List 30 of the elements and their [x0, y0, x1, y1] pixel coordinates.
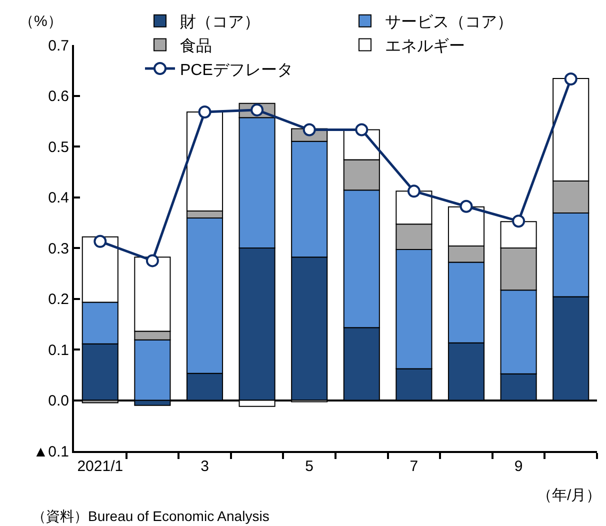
point: [94, 234, 107, 248]
legend-label: 食品: [180, 36, 212, 55]
legend-label: サービス（コア）: [385, 14, 513, 32]
y-tick-label: 0.3: [48, 240, 69, 258]
y-tick-label: 0.2: [48, 291, 69, 308]
y-tick-label: 0.6: [48, 88, 69, 105]
x-tick-label: 9: [514, 458, 523, 475]
y-tick-label: ▲0.1: [33, 443, 69, 460]
point: [407, 184, 420, 198]
legend-label: 財（コア）: [180, 14, 260, 32]
point: [564, 72, 578, 86]
text: （資料）Bureau of Economic Analysis: [32, 508, 270, 524]
y-tick-label: 0.0: [48, 392, 69, 410]
x-tick-label: 3: [200, 458, 209, 475]
y-axis-title: （%）: [19, 13, 62, 30]
point: [512, 214, 526, 228]
legend-label: エネルギー: [385, 36, 465, 55]
point: [460, 200, 473, 213]
x-axis-title: （年/月）: [537, 487, 602, 504]
point: [146, 254, 159, 268]
y-tick-label: 0.5: [48, 138, 69, 156]
point: [198, 105, 212, 118]
legend-label: PCEデフレータ: [180, 62, 293, 79]
point: [355, 123, 368, 136]
x-tick-label: 5: [305, 458, 314, 475]
x-tick-label: 7: [410, 458, 418, 475]
y-tick-label: 0.4: [48, 190, 69, 206]
x-tick-label: 2021/1: [77, 458, 124, 475]
y-tick-label: 0.1: [48, 342, 69, 359]
y-tick-label: 0.7: [48, 37, 69, 54]
